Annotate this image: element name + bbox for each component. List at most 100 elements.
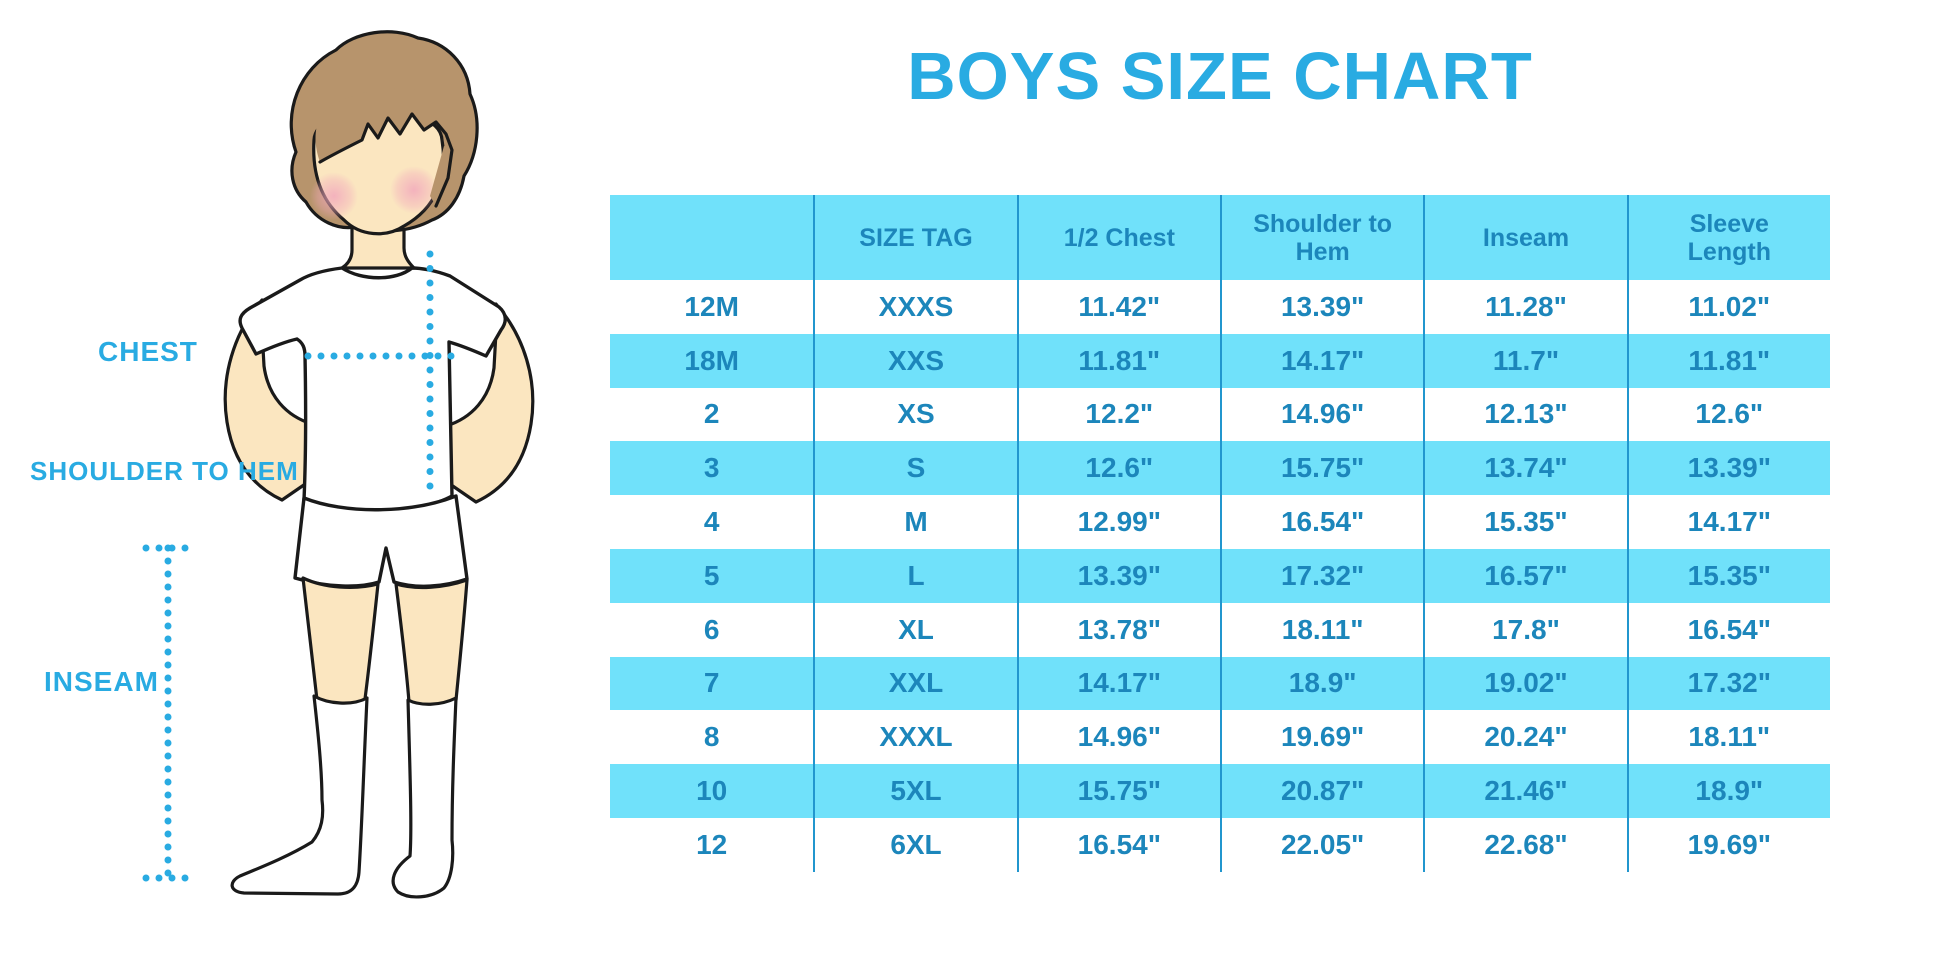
inseam-label: INSEAM — [44, 666, 159, 697]
sleeve-length-cell: 12.6" — [1626, 387, 1830, 442]
table-row: 10 5XL 15.75" 20.87" 21.46" 18.9" — [610, 764, 1830, 818]
size-tag-cell: 6XL — [813, 817, 1016, 872]
table-row: 18M XXS 11.81" 14.17" 11.7" 11.81" — [610, 333, 1830, 388]
shoulder-to-hem-cell: 16.54" — [1219, 495, 1423, 549]
half-chest-cell: 14.17" — [1016, 656, 1220, 711]
header-shoulder-to-hem: Shoulder to Hem — [1219, 195, 1423, 280]
size-tag-cell: XL — [813, 602, 1016, 657]
sleeve-length-cell: 11.81" — [1626, 333, 1830, 388]
half-chest-cell: 12.2" — [1016, 387, 1220, 442]
sleeve-length-cell: 17.32" — [1626, 656, 1830, 711]
blush-right — [390, 166, 438, 214]
half-chest-cell: 11.81" — [1016, 333, 1220, 388]
sleeve-length-cell: 16.54" — [1626, 602, 1830, 657]
table-row: 5 L 13.39" 17.32" 16.57" 15.35" — [610, 548, 1830, 603]
size-age-cell: 12 — [696, 828, 728, 860]
shoulder-to-hem-cell: 19.69" — [1219, 710, 1423, 765]
half-chest-cell: 13.78" — [1016, 602, 1220, 657]
inseam-cell: 21.46" — [1423, 764, 1626, 818]
sleeve-length-cell: 14.17" — [1626, 495, 1830, 549]
sleeve-length-cell: 18.9" — [1626, 764, 1830, 818]
shoulder-to-hem-cell: 14.17" — [1219, 333, 1423, 388]
boy-figure-drawing — [142, 30, 535, 899]
table-row: 4 M 12.99" 16.54" 15.35" 14.17" — [610, 495, 1830, 549]
size-tag-cell: M — [813, 495, 1016, 549]
shorts — [293, 494, 469, 588]
inseam-cell: 22.68" — [1423, 817, 1626, 872]
header-sleeve-length: Sleeve Length — [1626, 195, 1830, 280]
measurement-guides — [142, 250, 467, 882]
inseam-cell: 15.35" — [1423, 495, 1626, 549]
size-table-body: 12M XXXS 11.42" 13.39" 11.28" 11.02" 18M… — [610, 280, 1830, 872]
half-chest-cell: 16.54" — [1016, 817, 1220, 872]
boy-measurement-illustration: CHEST SHOULDER TO HEM INSEAM — [0, 0, 560, 973]
shoulder-to-hem-cell: 17.32" — [1219, 548, 1423, 603]
inseam-cell: 16.57" — [1423, 548, 1626, 603]
shoulder-to-hem-cell: 14.96" — [1219, 387, 1423, 442]
size-tag-cell: L — [813, 548, 1016, 603]
shoulder-to-hem-label: SHOULDER TO HEM — [30, 456, 299, 486]
shoulder-to-hem-cell: 13.39" — [1219, 280, 1423, 334]
shoulder-to-hem-cell: 20.87" — [1219, 764, 1423, 818]
size-tag-cell: XXL — [813, 656, 1016, 711]
sleeve-length-cell: 15.35" — [1626, 548, 1830, 603]
size-age-cell: 10 — [696, 775, 728, 807]
size-tag-cell: S — [813, 441, 1016, 496]
inseam-cell: 19.02" — [1423, 656, 1626, 711]
size-age-cell: 12M — [684, 290, 739, 322]
shoulder-to-hem-cell: 18.9" — [1219, 656, 1423, 711]
size-tag-cell: XS — [813, 387, 1016, 442]
size-tag-cell: 5XL — [813, 764, 1016, 818]
header-inseam: Inseam — [1423, 195, 1626, 280]
table-row: 12M XXXS 11.42" 13.39" 11.28" 11.02" — [610, 280, 1830, 334]
socks — [230, 694, 458, 899]
sleeve-length-cell: 13.39" — [1626, 441, 1830, 496]
inseam-cell: 11.7" — [1423, 333, 1626, 388]
sleeve-length-cell: 11.02" — [1626, 280, 1830, 334]
half-chest-cell: 13.39" — [1016, 548, 1220, 603]
size-age-cell: 8 — [703, 721, 720, 753]
table-row: 8 XXXL 14.96" 19.69" 20.24" 18.11" — [610, 710, 1830, 765]
shoulder-to-hem-cell: 18.11" — [1219, 602, 1423, 657]
table-row: 12 6XL 16.54" 22.05" 22.68" 19.69" — [610, 817, 1830, 872]
sleeve-length-cell: 18.11" — [1626, 710, 1830, 765]
sleeve-length-cell: 19.69" — [1626, 817, 1830, 872]
size-age-cell: 3 — [703, 452, 720, 484]
legs — [301, 576, 469, 709]
size-table-header-row: SIZE TAG 1/2 Chest Shoulder to Hem Insea… — [610, 195, 1830, 280]
size-tag-cell: XXS — [813, 333, 1016, 388]
size-tag-cell: XXXS — [813, 280, 1016, 334]
chest-label: CHEST — [98, 336, 198, 367]
hair-fringe-outline — [318, 112, 454, 208]
inseam-cell: 12.13" — [1423, 387, 1626, 442]
inseam-cell: 11.28" — [1423, 280, 1626, 334]
table-row: 6 XL 13.78" 18.11" 17.8" 16.54" — [610, 602, 1830, 657]
size-tag-cell: XXXL — [813, 710, 1016, 765]
size-age-cell: 2 — [703, 398, 720, 430]
page-title: BOYS SIZE CHART — [907, 39, 1533, 114]
half-chest-cell: 12.6" — [1016, 441, 1220, 496]
header-size-tag: SIZE TAG — [813, 195, 1016, 280]
size-age-cell: 18M — [684, 344, 739, 376]
arms — [223, 298, 535, 504]
half-chest-cell: 15.75" — [1016, 764, 1220, 818]
half-chest-cell: 12.99" — [1016, 495, 1220, 549]
size-age-cell: 6 — [703, 613, 720, 645]
half-chest-cell: 14.96" — [1016, 710, 1220, 765]
header-half-chest: 1/2 Chest — [1016, 195, 1220, 280]
table-row: 7 XXL 14.17" 18.9" 19.02" 17.32" — [610, 656, 1830, 711]
shoulder-to-hem-cell: 22.05" — [1219, 817, 1423, 872]
half-chest-cell: 11.42" — [1016, 280, 1220, 334]
inseam-cell: 17.8" — [1423, 602, 1626, 657]
size-table: SIZE TAG 1/2 Chest Shoulder to Hem Insea… — [610, 195, 1830, 872]
table-row: 3 S 12.6" 15.75" 13.74" 13.39" — [610, 441, 1830, 496]
size-age-cell: 5 — [703, 559, 720, 591]
size-age-cell: 7 — [703, 667, 720, 699]
shoulder-to-hem-cell: 15.75" — [1219, 441, 1423, 496]
hair-fringe-icon — [315, 88, 456, 206]
inseam-cell: 20.24" — [1423, 710, 1626, 765]
blush-left — [310, 172, 358, 220]
size-age-cell: 4 — [703, 506, 720, 538]
header-blank-cell — [610, 195, 813, 280]
